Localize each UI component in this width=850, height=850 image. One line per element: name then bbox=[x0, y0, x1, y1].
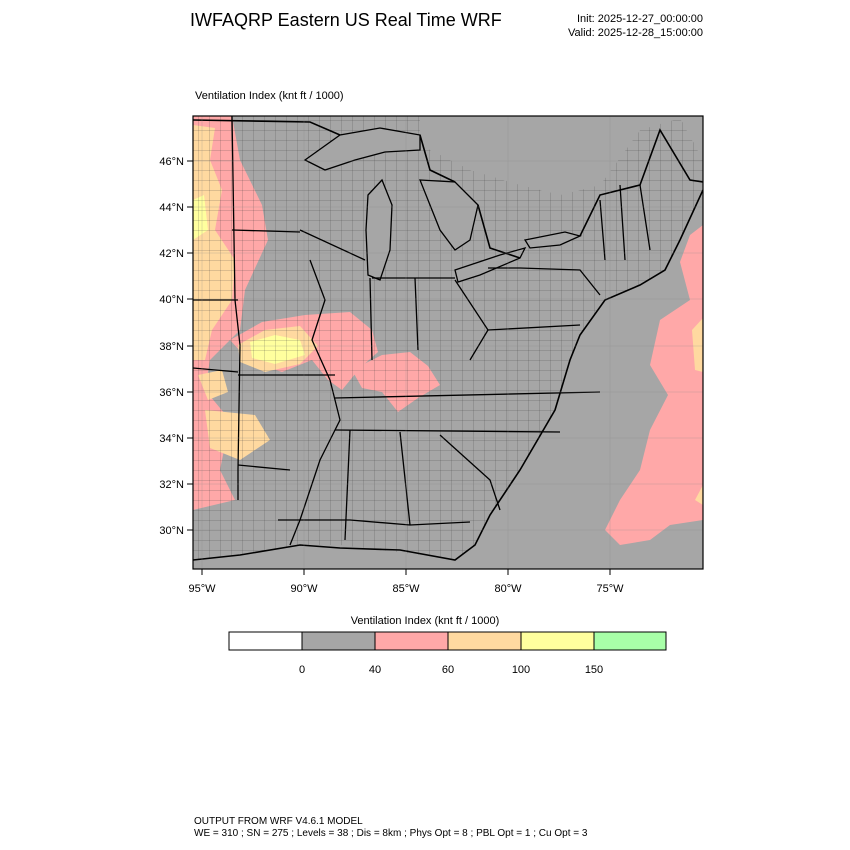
lat-label: 46°N bbox=[159, 156, 184, 168]
state-borders bbox=[193, 116, 651, 546]
colorbar: 0 40 60 100 150 bbox=[228, 631, 667, 676]
vi-orange-atlantic-2 bbox=[695, 485, 703, 505]
colorbar-bin bbox=[520, 631, 595, 651]
lat-label: 30°N bbox=[159, 525, 184, 537]
lake-ontario bbox=[523, 231, 582, 249]
graticule bbox=[193, 116, 703, 569]
map-frame bbox=[192, 115, 704, 570]
lon-label: 85°W bbox=[392, 583, 420, 595]
lake-superior bbox=[303, 127, 421, 171]
lon-label: 75°W bbox=[596, 583, 624, 595]
lat-label: 34°N bbox=[159, 433, 184, 445]
colorbar-label: 40 bbox=[369, 664, 381, 676]
lake-michigan bbox=[365, 178, 393, 281]
map-title: IWFAQRP Eastern US Real Time WRF bbox=[190, 10, 502, 30]
latitude-labels: 46°N 44°N 42°N 40°N 38°N 36°N 34°N 32°N … bbox=[159, 156, 184, 537]
legend-title: Ventilation Index (knt ft / 1000) bbox=[350, 615, 500, 627]
colorbar-bin bbox=[301, 631, 376, 651]
init-time: Init: 2025-12-27_00:00:00 bbox=[577, 13, 703, 25]
colorbar-label: 0 bbox=[299, 664, 305, 676]
colorbar-bin bbox=[374, 631, 449, 651]
panel-title: Ventilation Index (knt ft / 1000) bbox=[195, 90, 344, 102]
vi-pink-atlantic bbox=[605, 225, 703, 545]
lat-label: 42°N bbox=[159, 248, 184, 260]
colorbar-label: 150 bbox=[585, 664, 603, 676]
lat-label: 36°N bbox=[159, 387, 184, 399]
model-info: OUTPUT FROM WRF V4.6.1 MODEL bbox=[194, 816, 363, 827]
map-area bbox=[193, 116, 703, 569]
lake-huron bbox=[419, 179, 479, 251]
lon-label: 90°W bbox=[290, 583, 318, 595]
intl-border bbox=[193, 119, 703, 259]
county-lines bbox=[193, 116, 703, 560]
lat-label: 38°N bbox=[159, 341, 184, 353]
coastline bbox=[193, 189, 703, 561]
model-config: WE = 310 ; SN = 275 ; Levels = 38 ; Dis … bbox=[194, 828, 588, 839]
lat-label: 40°N bbox=[159, 294, 184, 306]
valid-time: Valid: 2025-12-28_15:00:00 bbox=[568, 27, 703, 39]
lat-label: 44°N bbox=[159, 202, 184, 214]
colorbar-label: 60 bbox=[442, 664, 454, 676]
vi-orange-atlantic bbox=[692, 318, 703, 372]
lon-label: 80°W bbox=[494, 583, 522, 595]
colorbar-label: 100 bbox=[512, 664, 530, 676]
colorbar-bin bbox=[593, 631, 667, 651]
lat-label: 32°N bbox=[159, 479, 184, 491]
axis-ticks bbox=[187, 160, 611, 575]
colorbar-bin bbox=[447, 631, 522, 651]
lon-label: 95°W bbox=[188, 583, 216, 595]
colorbar-bin bbox=[228, 631, 303, 651]
longitude-labels: 95°W 90°W 85°W 80°W 75°W bbox=[188, 583, 624, 595]
